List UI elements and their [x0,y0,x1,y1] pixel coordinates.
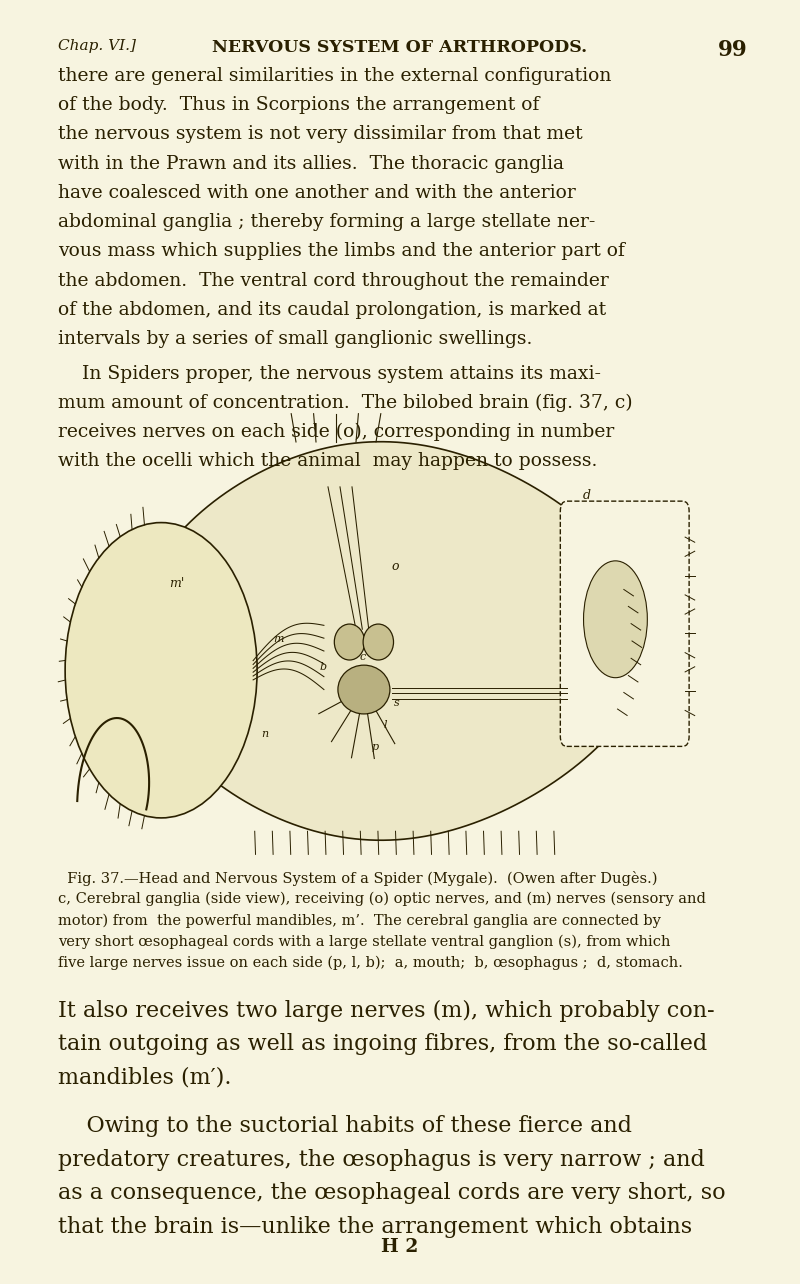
Text: mum amount of concentration.  The bilobed brain (fig. 37, c): mum amount of concentration. The bilobed… [58,394,632,412]
Text: p: p [372,742,379,752]
Text: mandibles (m′).: mandibles (m′). [58,1067,231,1089]
Text: the abdomen.  The ventral cord throughout the remainder: the abdomen. The ventral cord throughout… [58,272,608,290]
Text: as a consequence, the œsophageal cords are very short, so: as a consequence, the œsophageal cords a… [58,1183,726,1204]
Text: NERVOUS SYSTEM OF ARTHROPODS.: NERVOUS SYSTEM OF ARTHROPODS. [213,39,587,55]
Text: o: o [392,560,399,574]
Bar [56,494,744,860]
Text: the nervous system is not very dissimilar from that met: the nervous system is not very dissimila… [58,126,582,144]
Text: with in the Prawn and its allies.  The thoracic ganglia: with in the Prawn and its allies. The th… [58,154,563,172]
Text: It also receives two large nerves (m), which probably con-: It also receives two large nerves (m), w… [58,1000,714,1022]
Text: c, Cerebral ganglia (side view), receiving (o) optic nerves, and (m) nerves (sen: c, Cerebral ganglia (side view), receivi… [58,892,706,907]
Text: receives nerves on each side (o), corresponding in number: receives nerves on each side (o), corres… [58,424,614,442]
Ellipse shape [334,624,365,660]
Text: five large nerves issue on each side (p, l, b);  a, mouth;  b, œsophagus ;  d, s: five large nerves issue on each side (p,… [58,955,682,969]
Text: intervals by a series of small ganglionic swellings.: intervals by a series of small ganglioni… [58,330,532,348]
Text: l: l [384,720,387,731]
Text: tain outgoing as well as ingoing fibres, from the so-called: tain outgoing as well as ingoing fibres,… [58,1034,707,1055]
Text: abdominal ganglia ; thereby forming a large stellate ner-: abdominal ganglia ; thereby forming a la… [58,213,595,231]
Text: s: s [394,698,400,709]
Text: that the brain is—unlike the arrangement which obtains: that the brain is—unlike the arrangement… [58,1216,692,1238]
Text: n: n [261,729,268,740]
Text: H 2: H 2 [382,1238,418,1256]
Text: c: c [360,652,366,663]
Ellipse shape [583,561,647,678]
Text: Fig. 37.—Head and Nervous System of a Spider (Mygale).  (Owen after Dugès.): Fig. 37.—Head and Nervous System of a Sp… [58,871,657,886]
Text: b: b [320,663,327,673]
Polygon shape [133,442,651,840]
Text: with the ocelli which the animal  may happen to possess.: with the ocelli which the animal may hap… [58,452,597,470]
Text: m': m' [169,577,184,589]
Text: 99: 99 [718,39,748,60]
Text: there are general similarities in the external configuration: there are general similarities in the ex… [58,67,611,85]
Text: m: m [273,634,284,645]
Text: have coalesced with one another and with the anterior: have coalesced with one another and with… [58,184,575,202]
Text: d: d [582,489,590,502]
Ellipse shape [363,624,394,660]
Text: Chap. VI.]: Chap. VI.] [58,39,135,53]
Text: In Spiders proper, the nervous system attains its maxi-: In Spiders proper, the nervous system at… [58,365,601,383]
Ellipse shape [338,665,390,714]
Text: of the body.  Thus in Scorpions the arrangement of: of the body. Thus in Scorpions the arran… [58,96,539,114]
Text: vous mass which supplies the limbs and the anterior part of: vous mass which supplies the limbs and t… [58,243,625,261]
Text: predatory creatures, the œsophagus is very narrow ; and: predatory creatures, the œsophagus is ve… [58,1149,705,1171]
Text: Owing to the suctorial habits of these fierce and: Owing to the suctorial habits of these f… [58,1116,632,1138]
Text: of the abdomen, and its caudal prolongation, is marked at: of the abdomen, and its caudal prolongat… [58,300,606,318]
Text: very short œsophageal cords with a large stellate ventral ganglion (s), from whi: very short œsophageal cords with a large… [58,935,670,949]
Text: motor) from  the powerful mandibles, m’.  The cerebral ganglia are connected by: motor) from the powerful mandibles, m’. … [58,913,661,927]
FancyBboxPatch shape [560,501,689,746]
Ellipse shape [65,523,257,818]
